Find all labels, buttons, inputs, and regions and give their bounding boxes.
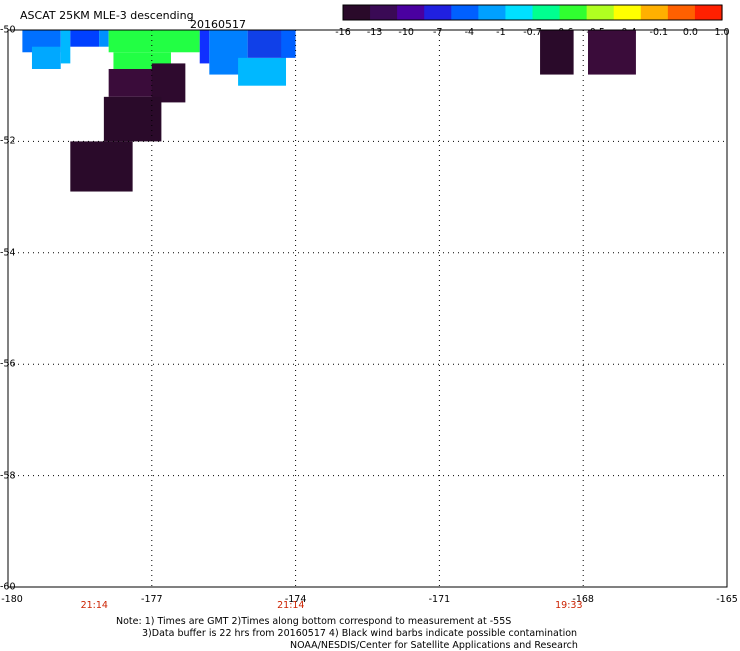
colorbar-tick-label: -1 xyxy=(496,27,506,38)
colorbar-segment xyxy=(640,5,669,20)
longitude-tick-label: -177 xyxy=(141,594,163,605)
colorbar-segment xyxy=(451,5,479,20)
wind-data-cell xyxy=(60,30,71,64)
wind-data-cell xyxy=(108,30,200,53)
time-label: 21:14 xyxy=(80,600,108,611)
longitude-tick-label: -165 xyxy=(716,594,738,605)
longitude-tick-label: -171 xyxy=(428,594,451,605)
colorbar-tick-label: -13 xyxy=(366,27,383,38)
wind-data-cell xyxy=(103,96,162,142)
colorbar-tick-label: -0.7 xyxy=(523,27,542,38)
wind-data-cell xyxy=(281,30,296,58)
latitude-tick-label: -58 xyxy=(0,470,16,482)
latitude-tick-label: -56 xyxy=(0,358,16,370)
colorbar-tick-label: -4 xyxy=(464,27,475,38)
wind-data-cell xyxy=(70,30,100,47)
wind-data-cell xyxy=(31,46,61,69)
colorbar-segment xyxy=(424,5,452,20)
colorbar-tick-label: 1.0 xyxy=(714,27,730,38)
colorbar-segment xyxy=(397,5,425,20)
colorbar-tick-label: -10 xyxy=(398,27,414,38)
wind-data-cell xyxy=(99,30,109,47)
wind-data-cell xyxy=(238,57,287,86)
colorbar-segment xyxy=(505,5,534,20)
wind-data-cell xyxy=(70,141,133,192)
colorbar-segment xyxy=(370,5,398,20)
colorbar-tick-label: 0.0 xyxy=(682,27,698,38)
colorbar-frame xyxy=(342,4,723,21)
wind-data-cell xyxy=(199,30,210,64)
wind-data-cell xyxy=(151,63,186,103)
colorbar-segment xyxy=(694,5,723,20)
colorbar-segment xyxy=(667,5,696,20)
colorbar-segment xyxy=(532,5,561,20)
latitude-tick-label: -60 xyxy=(0,581,16,593)
latitude-tick-label: -52 xyxy=(0,135,16,147)
colorbar-tick-label: -0.1 xyxy=(649,27,669,38)
plot-frame xyxy=(7,29,728,588)
longitude-tick-label: -168 xyxy=(572,594,594,605)
wind-data-cell xyxy=(540,30,574,75)
colorbar-segment xyxy=(613,5,642,20)
map-date: 20160517 xyxy=(190,18,246,31)
note-line-2: 3)Data buffer is 22 hrs from 20160517 4)… xyxy=(142,628,578,639)
map-title: ASCAT 25KM MLE-3 descending xyxy=(20,9,194,22)
latitude-tick-label: -54 xyxy=(0,247,16,259)
colorbar-segment xyxy=(559,5,588,20)
wind-data-cell xyxy=(247,30,287,58)
colorbar xyxy=(342,4,723,21)
colorbar-segment xyxy=(586,5,615,20)
colorbar-tick-label: -7 xyxy=(433,27,443,38)
note-line-1: Note: 1) Times are GMT 2)Times along bot… xyxy=(116,616,512,627)
colorbar-segment xyxy=(478,5,507,20)
latitude-tick-label: -50 xyxy=(0,24,16,36)
wind-data-cell xyxy=(587,30,636,75)
colorbar-tick-label: -16 xyxy=(335,27,351,38)
time-label: 21:14 xyxy=(277,600,305,611)
longitude-tick-label: -174 xyxy=(284,594,307,605)
note-line-3: NOAA/NESDIS/Center for Satellite Applica… xyxy=(290,640,578,651)
longitude-tick-label: -180 xyxy=(1,594,23,605)
colorbar-segment xyxy=(343,5,371,20)
time-label: 19:33 xyxy=(555,600,583,611)
